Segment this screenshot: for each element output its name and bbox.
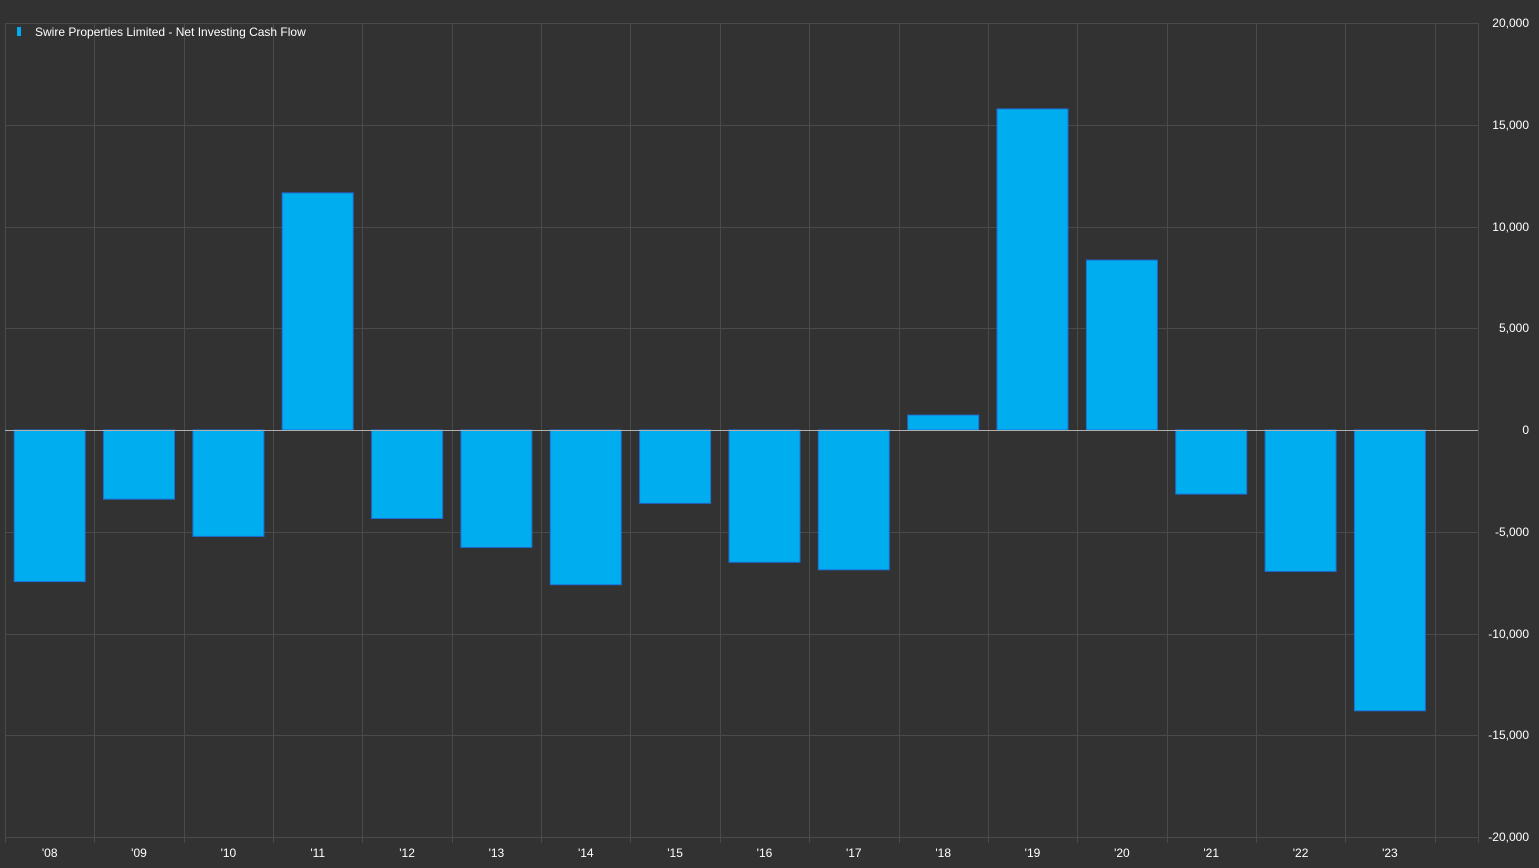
bar-16[interactable]	[728, 429, 801, 563]
grid-lines	[5, 23, 1479, 843]
x-tick-label: '19	[1025, 846, 1041, 860]
x-tick-label: '12	[399, 846, 415, 860]
bar-09[interactable]	[103, 429, 175, 500]
y-tick-label: -5,000	[1495, 525, 1529, 539]
x-tick-label: '08	[42, 846, 58, 860]
x-tick-label: '11	[310, 846, 325, 860]
bar-08[interactable]	[13, 429, 86, 583]
bar-15[interactable]	[639, 429, 712, 504]
bar-10[interactable]	[192, 429, 265, 537]
legend-swatch	[17, 27, 21, 36]
y-tick-label: -20,000	[1488, 830, 1529, 844]
bar-14[interactable]	[549, 429, 622, 586]
x-tick-label: '16	[757, 846, 773, 860]
x-tick-label: '14	[578, 846, 594, 860]
x-tick-label: '23	[1382, 846, 1398, 860]
legend-label: Swire Properties Limited - Net Investing…	[35, 25, 306, 39]
y-tick-label: -15,000	[1488, 728, 1529, 742]
x-tick-label: '09	[131, 846, 147, 860]
x-tick-label: '13	[489, 846, 505, 860]
y-tick-label: 10,000	[1492, 220, 1529, 234]
x-tick-label: '22	[1293, 846, 1309, 860]
x-tick-label: '10	[221, 846, 237, 860]
bar-12[interactable]	[371, 429, 444, 519]
bar-13[interactable]	[460, 429, 533, 548]
y-tick-label: 5,000	[1499, 321, 1529, 335]
bar-20[interactable]	[1085, 259, 1158, 431]
y-tick-label: -10,000	[1488, 627, 1529, 641]
y-tick-label: 15,000	[1492, 118, 1529, 132]
bar-23[interactable]	[1353, 429, 1426, 712]
bar-11[interactable]	[281, 192, 354, 431]
x-tick-label: '17	[846, 846, 862, 860]
x-tick-label: '18	[935, 846, 951, 860]
bar-21[interactable]	[1175, 429, 1248, 495]
bar-19[interactable]	[996, 108, 1069, 431]
y-tick-label: 20,000	[1492, 16, 1529, 30]
legend[interactable]: Swire Properties Limited - Net Investing…	[17, 25, 306, 39]
bar-18[interactable]	[907, 414, 980, 431]
y-tick-label: 0	[1522, 423, 1529, 437]
x-tick-label: '15	[667, 846, 683, 860]
x-tick-label: '21	[1203, 846, 1219, 860]
bar-17[interactable]	[817, 429, 890, 571]
axes: 20,000 15,000 10,000 5,000 0 -5,000 -10,000 -15…	[5, 16, 1529, 860]
x-tick-label: '20	[1114, 846, 1130, 860]
bars	[13, 108, 1426, 712]
bar-22[interactable]	[1264, 429, 1337, 572]
